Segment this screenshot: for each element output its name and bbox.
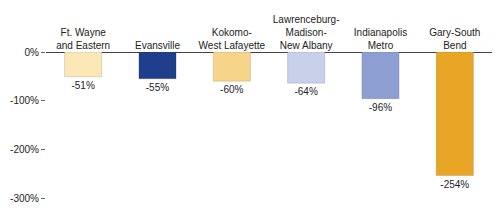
svg-text:-51%: -51% [71, 80, 94, 91]
svg-text:Evansville: Evansville [135, 40, 180, 51]
svg-text:IndianapolisMetro: IndianapolisMetro [354, 27, 407, 51]
svg-text:Gary-SouthBend: Gary-SouthBend [429, 27, 480, 51]
svg-text:-254%: -254% [440, 179, 469, 190]
svg-text:-64%: -64% [294, 86, 317, 97]
svg-text:-55%: -55% [146, 82, 169, 93]
svg-text:Kokomo-West Lafayette: Kokomo-West Lafayette [199, 27, 266, 51]
svg-text:Ft. Wayneand Eastern: Ft. Wayneand Eastern [56, 27, 110, 51]
svg-text:0%: 0% [25, 47, 40, 58]
svg-text:-60%: -60% [220, 84, 243, 95]
svg-text:-200%: -200% [10, 144, 39, 155]
svg-text:-96%: -96% [369, 102, 392, 113]
svg-text:Lawrenceburg-Madison-New Alban: Lawrenceburg-Madison-New Albany [273, 14, 340, 51]
svg-text:-300%: -300% [10, 193, 39, 204]
svg-text:-100%: -100% [10, 95, 39, 106]
